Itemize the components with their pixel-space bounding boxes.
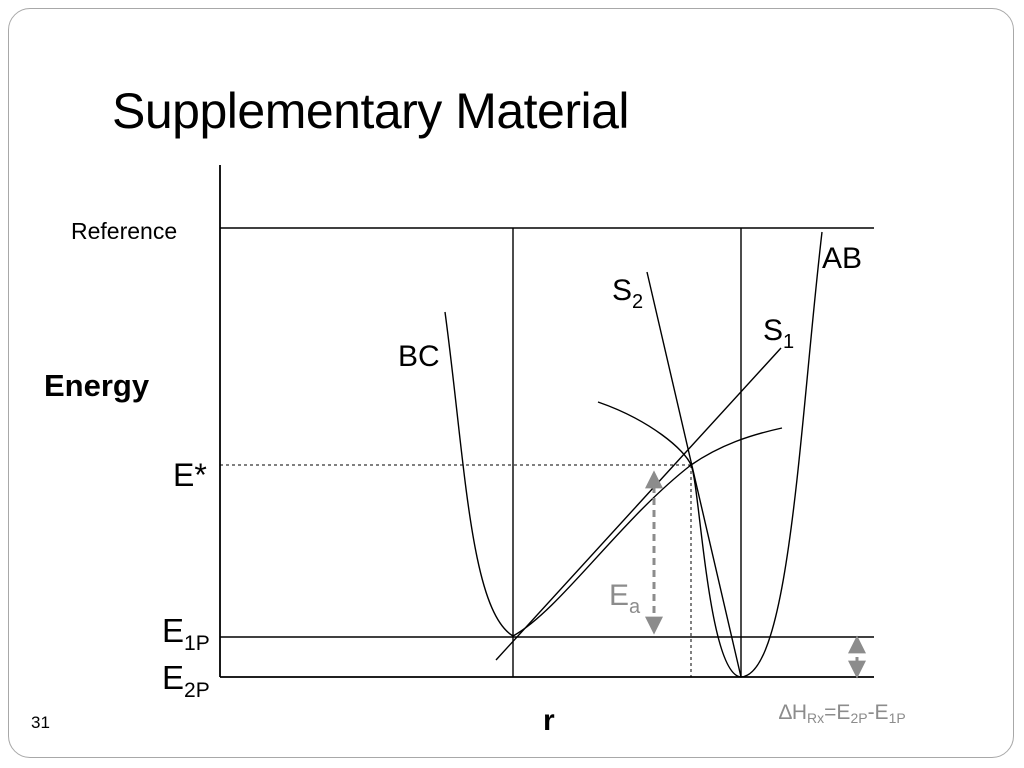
reference-label: Reference bbox=[71, 218, 177, 244]
bc-label: BC bbox=[398, 340, 440, 373]
slide-frame bbox=[8, 8, 1014, 758]
s2-line bbox=[646, 271, 742, 678]
slide-title: Supplementary Material bbox=[112, 83, 630, 139]
slide-number: 31 bbox=[31, 713, 50, 732]
ab-curve bbox=[597, 231, 823, 678]
e-star-label: E* bbox=[173, 457, 207, 493]
e1p-label: E1P bbox=[162, 612, 210, 655]
r-axis-label: r bbox=[543, 704, 555, 737]
bc-curve bbox=[444, 311, 692, 637]
energy-axis-label: Energy bbox=[44, 368, 150, 403]
s1-line bbox=[495, 347, 782, 661]
upper-branch-curve bbox=[690, 427, 783, 466]
ab-label: AB bbox=[822, 242, 862, 275]
delta-h-label: ∆HRx=E2P-E1P bbox=[779, 701, 906, 726]
s1-label: S1 bbox=[763, 314, 794, 353]
e2p-label: E2P bbox=[162, 659, 210, 702]
ea-label: Ea bbox=[609, 579, 641, 618]
s2-label: S2 bbox=[612, 274, 643, 313]
